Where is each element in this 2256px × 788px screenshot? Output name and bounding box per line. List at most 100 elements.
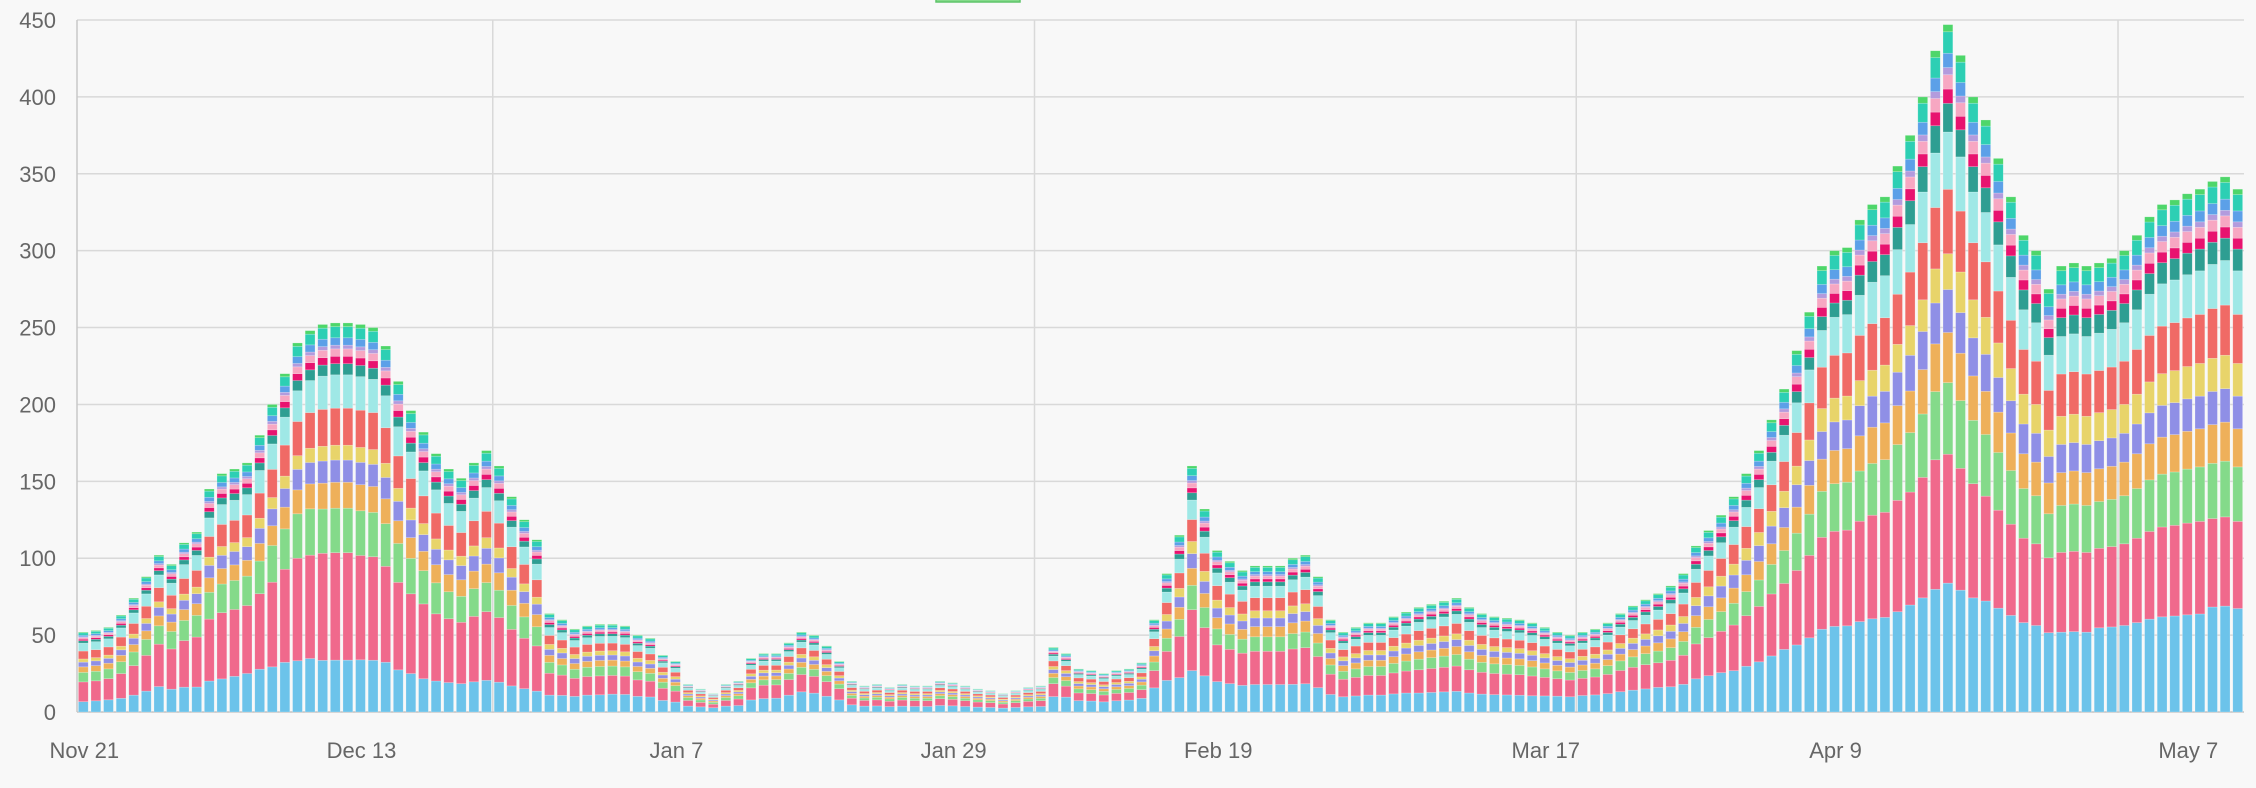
bar-segment xyxy=(1438,635,1450,642)
bar-segment xyxy=(909,689,921,692)
bar-segment xyxy=(1136,668,1147,674)
bar-segment xyxy=(720,705,732,713)
bar-segment xyxy=(153,625,165,645)
bar-segment xyxy=(1564,662,1576,668)
bar-segment xyxy=(229,493,240,501)
legend-swatch[interactable] xyxy=(935,0,1021,3)
bar-segment xyxy=(1413,608,1424,612)
bar-segment xyxy=(178,686,190,713)
bar-segment xyxy=(1552,670,1563,680)
bar-segment xyxy=(2056,307,2067,318)
bar-segment xyxy=(1514,632,1525,641)
bar-segment xyxy=(1262,610,1273,619)
bar-segment xyxy=(556,639,568,649)
bar-segment xyxy=(1753,606,1765,663)
bar-segment xyxy=(2207,264,2218,309)
bar-segment xyxy=(103,668,114,679)
bar-segment xyxy=(1892,188,1903,200)
bar-segment xyxy=(1211,681,1223,713)
bar-segment xyxy=(405,537,417,559)
bar-segment xyxy=(1652,594,1664,599)
bar-segment xyxy=(1249,597,1261,612)
bar-segment xyxy=(1955,156,1966,212)
bar-segment xyxy=(1463,692,1475,713)
bar-segment xyxy=(1249,650,1261,685)
bar-segment xyxy=(2093,295,2105,306)
bar-segment xyxy=(405,436,417,444)
bar-segment xyxy=(2018,234,2029,241)
bar-segment xyxy=(1375,632,1387,636)
bar-segment xyxy=(204,496,215,502)
bar-segment xyxy=(645,645,656,649)
bar-segment xyxy=(1993,509,2004,609)
bar-segment xyxy=(834,677,845,682)
bar-segment xyxy=(1312,625,1324,634)
bar-segment xyxy=(166,578,177,584)
bar-segment xyxy=(443,485,454,492)
bar-segment xyxy=(1073,683,1084,687)
bar-segment xyxy=(2169,434,2180,473)
bar-segment xyxy=(1917,102,1928,123)
bar-segment xyxy=(1640,609,1651,613)
bar-segment xyxy=(78,658,89,663)
bar-segment xyxy=(1753,532,1765,546)
bar-segment xyxy=(594,660,606,667)
bar-segment xyxy=(619,634,631,638)
bar-segment xyxy=(2030,255,2042,271)
bar-segment xyxy=(1766,446,1777,453)
bar-segment xyxy=(1741,526,1752,549)
bar-segment xyxy=(1841,481,1853,531)
bar-segment xyxy=(1211,572,1223,586)
bar-segment xyxy=(90,638,102,642)
bar-segment xyxy=(153,615,165,627)
bar-segment xyxy=(241,673,253,713)
bar-segment xyxy=(393,384,404,395)
bar-segment xyxy=(1615,660,1626,671)
bar-segment xyxy=(443,574,454,593)
bar-segment xyxy=(2106,310,2117,330)
bar-segment xyxy=(519,688,530,713)
bar-segment xyxy=(405,451,417,479)
bar-segment xyxy=(519,583,530,592)
bar-segment xyxy=(1741,560,1752,576)
bar-segment xyxy=(1829,316,1840,356)
bar-segment xyxy=(1426,605,1437,610)
bar-segment xyxy=(934,698,946,706)
bar-segment xyxy=(1237,629,1248,640)
bars-layer xyxy=(78,24,2243,713)
bar-segment xyxy=(2194,270,2206,315)
bar-segment xyxy=(531,546,543,551)
bar-segment xyxy=(78,672,89,683)
bar-segment xyxy=(279,392,291,396)
bar-segment xyxy=(1211,564,1223,569)
bar-segment xyxy=(1438,613,1450,618)
bar-segment xyxy=(1665,586,1676,592)
bar-segment xyxy=(506,509,517,513)
y-tick-label: 450 xyxy=(19,8,56,33)
bar-segment xyxy=(241,575,253,606)
bar-segment xyxy=(1816,458,1828,492)
bar-segment xyxy=(1426,637,1437,644)
bar-segment xyxy=(1652,601,1664,605)
bar-segment xyxy=(1111,700,1122,713)
bar-segment xyxy=(808,650,820,658)
bar-segment xyxy=(2018,309,2029,350)
bar-segment xyxy=(2106,546,2117,628)
bar-segment xyxy=(493,572,505,591)
bar-segment xyxy=(216,546,228,556)
bar-segment xyxy=(2119,250,2130,256)
bar-segment xyxy=(1980,391,1991,435)
bar-segment xyxy=(1451,608,1462,612)
bar-segment xyxy=(1300,589,1311,605)
bar-segment xyxy=(1451,610,1462,615)
bar-segment xyxy=(1678,641,1689,656)
bar-segment xyxy=(1426,619,1437,629)
bar-segment xyxy=(846,695,858,699)
bar-segment xyxy=(682,692,694,695)
bar-segment xyxy=(254,452,265,459)
bar-segment xyxy=(1778,401,1790,410)
bar-segment xyxy=(1615,670,1626,693)
bar-segment xyxy=(632,643,643,646)
bar-segment xyxy=(1350,638,1361,647)
bar-segment xyxy=(1274,571,1286,575)
